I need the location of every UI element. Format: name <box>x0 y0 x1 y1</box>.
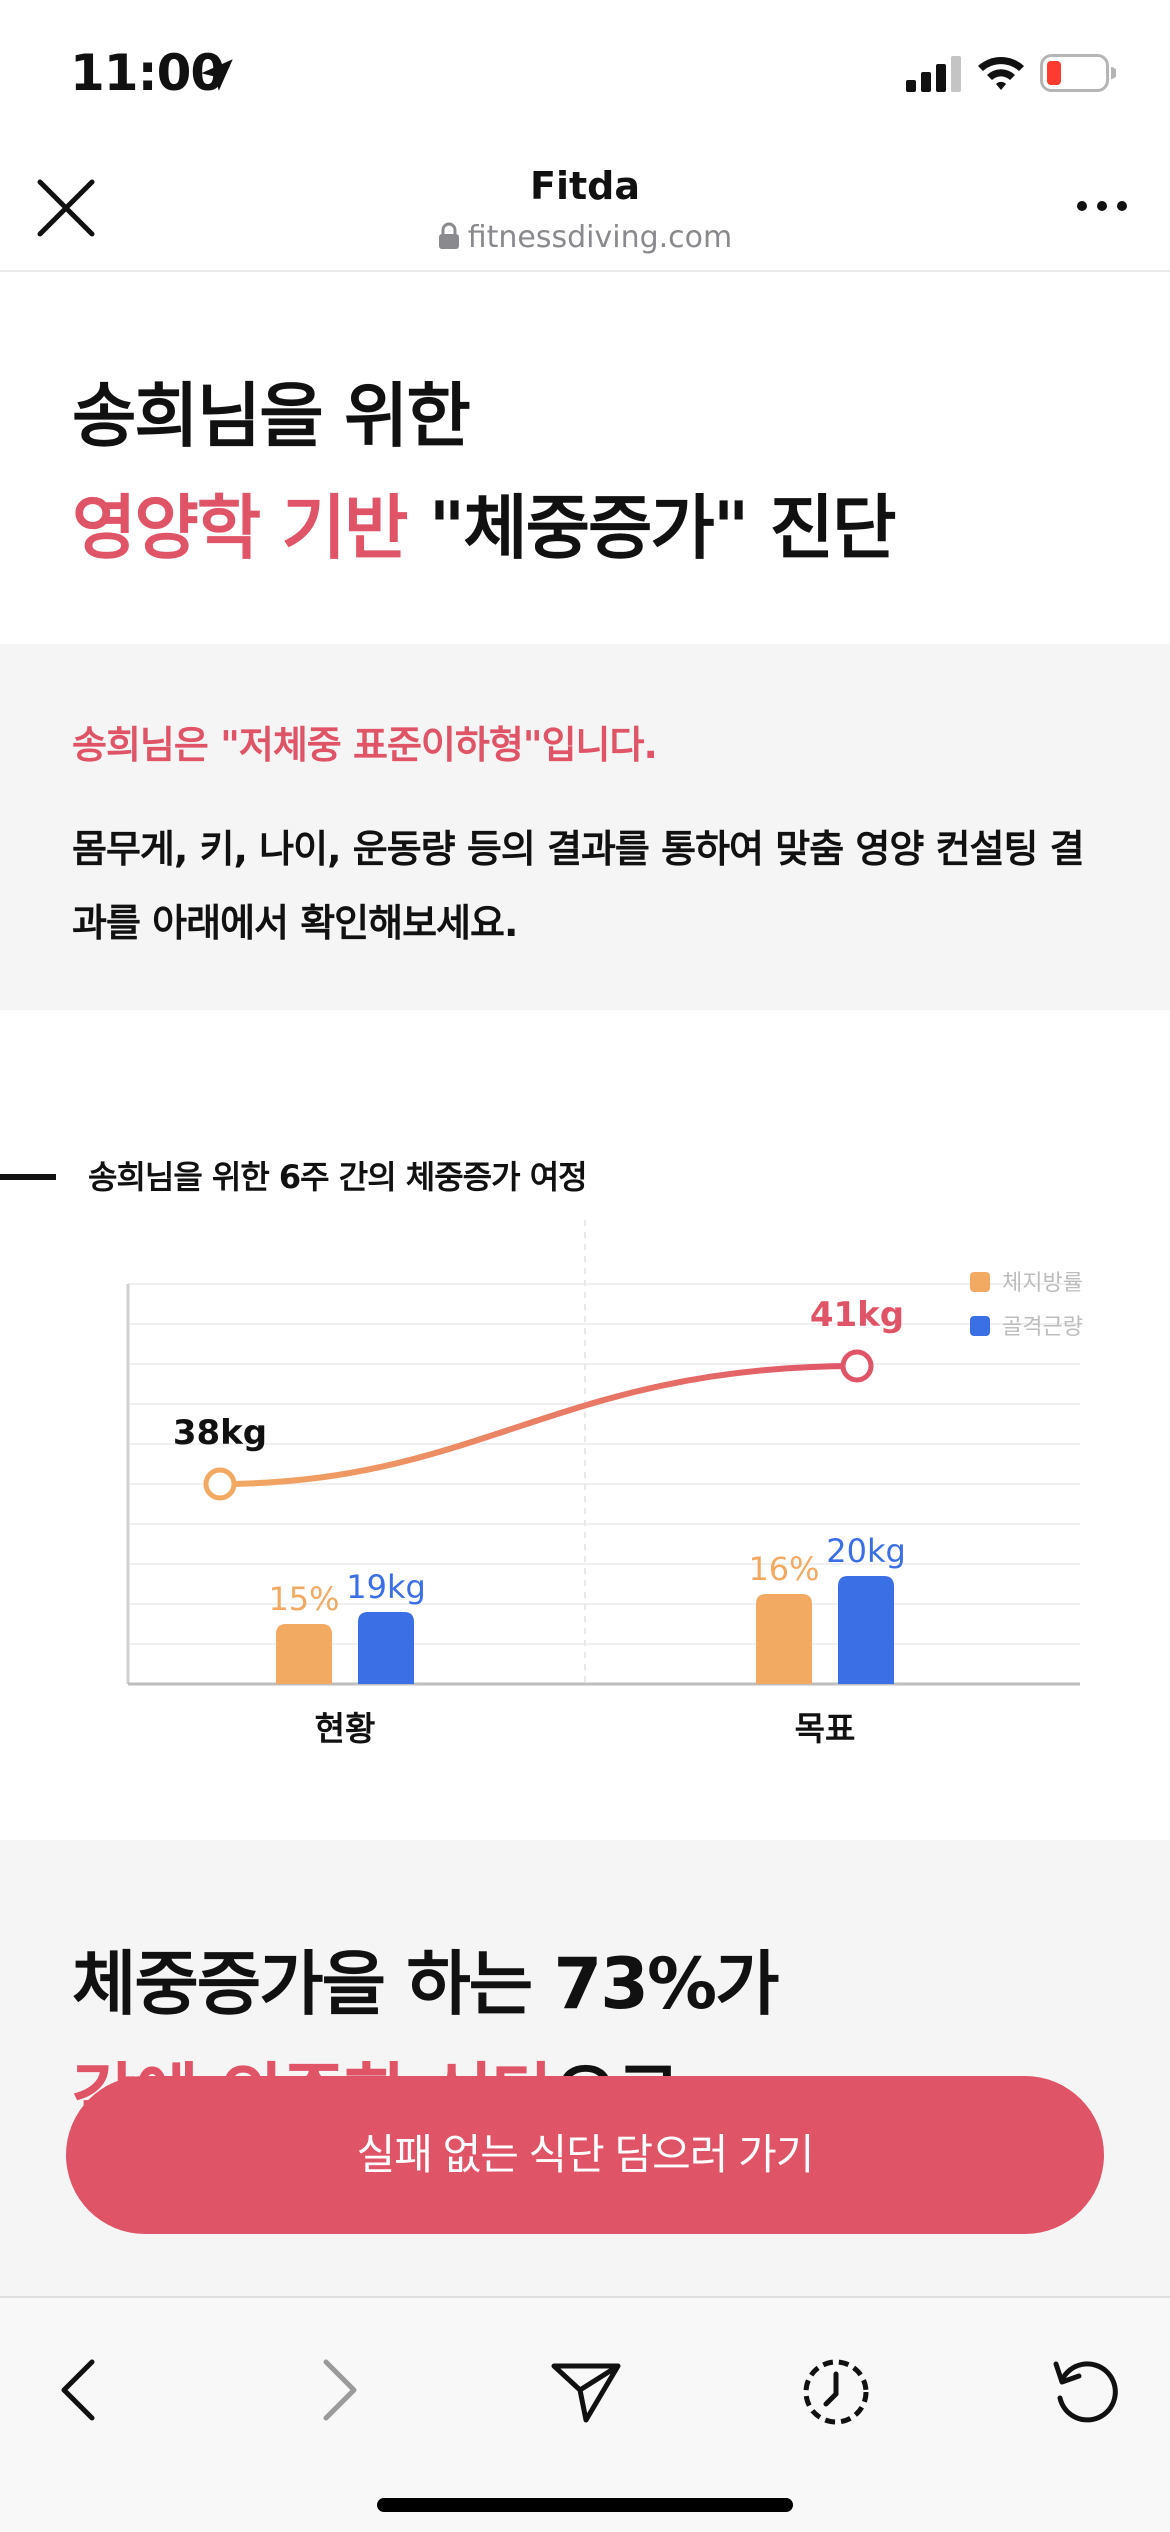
chart-title: 송희님을 위한 6주 간의 체중증가 여정 <box>88 1158 588 1196</box>
diagnosis-box: 송희님은 "저체중 표준이하형"입니다. 몸무게, 키, 나이, 운동량 등의 … <box>0 644 1170 1010</box>
chart-section: 송희님을 위한 6주 간의 체중증가 여정 15% 16% 19kg 20kg 현황 목표… <box>0 1010 1170 1840</box>
back-icon[interactable] <box>42 2350 122 2430</box>
teaser-title-line1: 체중증가을 하는 73%가 <box>72 1943 779 2025</box>
battery-low-icon <box>1040 54 1116 92</box>
bar-1-1 <box>838 1576 894 1684</box>
line-label-start: 38kg <box>173 1413 267 1453</box>
home-indicator <box>377 2498 793 2512</box>
diagnosis-body: 몸무게, 키, 나이, 운동량 등의 결과를 통하여 맞춤 영양 컨설팅 결과를… <box>72 827 1085 945</box>
site-url: fitnessdiving.com <box>0 220 1170 255</box>
location-arrow-icon <box>201 59 233 91</box>
reload-icon[interactable] <box>1046 2350 1126 2430</box>
legend-swatch <box>970 1316 990 1336</box>
bar-label: 19kg <box>346 1568 426 1606</box>
cellular-signal-icon <box>906 56 961 92</box>
category-label: 현황 <box>315 1709 376 1748</box>
intro-title-accent: 영양학 기반 <box>72 487 408 569</box>
history-icon[interactable] <box>796 2350 876 2430</box>
site-url-text: fitnessdiving.com <box>467 220 733 255</box>
lock-icon <box>438 222 459 249</box>
bar-0-0 <box>276 1624 332 1684</box>
intro-title-line2: 영양학 기반 "체중증가" 진단 <box>72 472 897 573</box>
bar-label: 16% <box>748 1550 819 1588</box>
bar-label: 15% <box>268 1580 339 1618</box>
line-label-end: 41kg <box>810 1295 904 1335</box>
close-icon[interactable] <box>34 176 98 240</box>
cta-button[interactable]: 실패 없는 식단 담으러 가기 <box>66 2076 1104 2234</box>
bar-1-0 <box>358 1612 414 1684</box>
wifi-icon <box>978 57 1024 90</box>
legend-label: 골격근량 <box>1002 1315 1083 1340</box>
more-options-icon[interactable] <box>1074 196 1130 216</box>
line-point-end <box>840 1349 874 1383</box>
status-bar: 11:00 <box>0 0 1170 150</box>
status-time: 11:00 <box>70 44 225 102</box>
browser-header: Fitda fitnessdiving.com <box>0 150 1170 272</box>
browser-bottom-nav <box>0 2296 1170 2532</box>
weight-line <box>219 1363 858 1487</box>
line-point-start <box>203 1467 237 1501</box>
forward-icon[interactable] <box>296 2350 376 2430</box>
diagnosis-headline: 송희님은 "저체중 표준이하형"입니다. <box>72 723 658 767</box>
intro-title-line1: 송희님을 위한 <box>72 375 471 457</box>
intro-section: 송희님을 위한 영양학 기반 "체중증가" 진단 <box>0 272 1170 644</box>
legend-label: 체지방률 <box>1002 1271 1083 1296</box>
category-label: 목표 <box>795 1709 856 1748</box>
legend-swatch <box>970 1272 990 1292</box>
share-icon[interactable] <box>546 2350 626 2430</box>
intro-title-rest: "체중증가" 진단 <box>406 487 897 569</box>
chart-title-marker <box>0 1174 56 1180</box>
bar-label: 20kg <box>826 1532 906 1570</box>
site-title: Fitda <box>530 164 640 208</box>
bar-0-1 <box>756 1594 812 1684</box>
